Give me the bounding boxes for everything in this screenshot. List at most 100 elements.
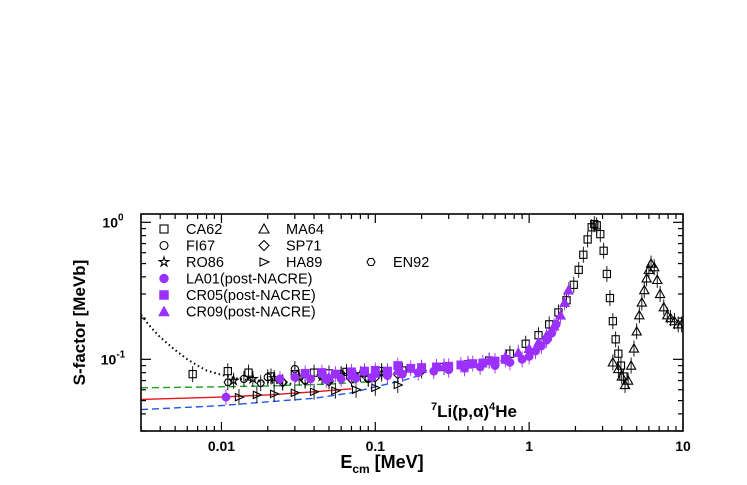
anno-end: He	[495, 402, 517, 421]
anno-greek: α	[473, 402, 484, 421]
data-point	[221, 392, 231, 402]
x-label-base: E	[340, 452, 352, 472]
data-point	[636, 296, 648, 307]
data-point	[371, 383, 382, 393]
legend-marker	[158, 305, 170, 317]
data-point	[548, 320, 560, 331]
data-point	[592, 221, 601, 230]
x-label-sub: cm	[352, 462, 369, 476]
curve-2	[141, 380, 376, 389]
legend-entry: CR09(post-NACRE)	[158, 305, 316, 321]
data-point	[583, 235, 592, 244]
legend-entry: MA64	[258, 222, 324, 238]
data-point	[625, 359, 637, 370]
data-point	[599, 246, 608, 255]
data-point	[188, 369, 197, 379]
legend-entry: FI67	[159, 239, 215, 255]
data-point	[562, 284, 575, 295]
y-tick-label: 10-1	[101, 349, 126, 367]
series-ha89	[234, 376, 404, 406]
data-point	[633, 309, 645, 320]
series-cr09-post-nacre-	[323, 282, 575, 386]
data-point	[579, 250, 588, 259]
data-point	[330, 369, 340, 379]
legend-marker	[159, 224, 169, 234]
data-point	[239, 374, 249, 384]
data-point	[406, 363, 416, 373]
data-point	[275, 374, 285, 384]
data-point	[512, 346, 524, 358]
x-axis-label: Ecm [MeV]	[340, 452, 423, 476]
data-point	[523, 342, 535, 353]
legend: CA62 MA64 FI67 SP71 RO86 HA89 EN92 LA01(post-NA…	[157, 222, 429, 321]
data-point	[317, 368, 327, 378]
data-point	[654, 288, 666, 299]
legend-entry: CR05(post-NACRE)	[159, 288, 316, 304]
data-point	[658, 301, 670, 312]
data-point	[590, 219, 599, 229]
anno-mid: Li(p,	[437, 402, 473, 421]
legend-label: CR05(post-NACRE)	[186, 288, 316, 304]
legend-label: MA64	[286, 222, 324, 238]
legend-entry: SP71	[258, 239, 321, 255]
legend-label: HA89	[286, 255, 322, 271]
data-point	[616, 370, 628, 381]
data-point	[223, 378, 233, 386]
data-point	[569, 280, 578, 289]
x-tick-label: 0.1	[366, 438, 386, 454]
legend-marker	[159, 290, 169, 300]
legend-marker	[366, 257, 376, 267]
data-points	[188, 216, 683, 406]
legend-label: SP71	[286, 239, 321, 255]
y-axis-label: S-factor [MeVb]	[70, 260, 89, 386]
legend-marker	[157, 255, 171, 268]
legend-label: CA62	[186, 222, 222, 238]
legend-label: RO86	[186, 255, 224, 271]
data-point	[607, 356, 619, 367]
series-ma64	[607, 255, 683, 393]
data-point	[323, 371, 335, 382]
curve-0	[141, 314, 295, 386]
data-point	[256, 379, 265, 387]
data-point	[244, 368, 253, 377]
data-point	[290, 372, 300, 382]
y-tick-base: 10	[102, 214, 118, 230]
legend-entry: RO86	[157, 255, 224, 271]
anno-sup2: 4	[489, 401, 496, 413]
anno-mid2: )	[483, 402, 489, 421]
data-point	[300, 368, 310, 378]
data-point	[605, 293, 615, 303]
data-point	[554, 309, 567, 320]
y-tick-exp: -1	[116, 349, 125, 360]
data-point	[602, 269, 612, 279]
legend-label: CR09(post-NACRE)	[186, 305, 316, 321]
data-point	[392, 364, 404, 375]
legend-entry: EN92	[366, 255, 429, 271]
legend-marker	[259, 257, 271, 267]
data-point	[641, 272, 653, 283]
data-point	[290, 388, 301, 398]
legend-entry: HA89	[259, 255, 322, 271]
y-tick-label: 100	[102, 212, 124, 230]
data-point	[668, 315, 680, 326]
data-point	[383, 366, 392, 376]
data-point	[393, 380, 404, 390]
anno-sup1: 7	[431, 401, 437, 413]
data-point	[246, 372, 260, 385]
data-point	[359, 366, 369, 376]
data-point	[351, 385, 363, 395]
data-point	[558, 296, 571, 307]
data-point	[608, 317, 618, 326]
data-point	[369, 367, 381, 378]
data-point	[665, 312, 677, 323]
data-point	[415, 362, 428, 373]
data-point	[462, 357, 474, 369]
data-point	[234, 392, 245, 402]
data-point	[532, 336, 545, 347]
reaction-annotation: 7Li(p,α)4He	[431, 401, 517, 421]
data-point	[269, 389, 281, 399]
legend-entry: CA62	[159, 222, 222, 238]
data-point	[438, 360, 450, 371]
data-point	[596, 229, 605, 239]
